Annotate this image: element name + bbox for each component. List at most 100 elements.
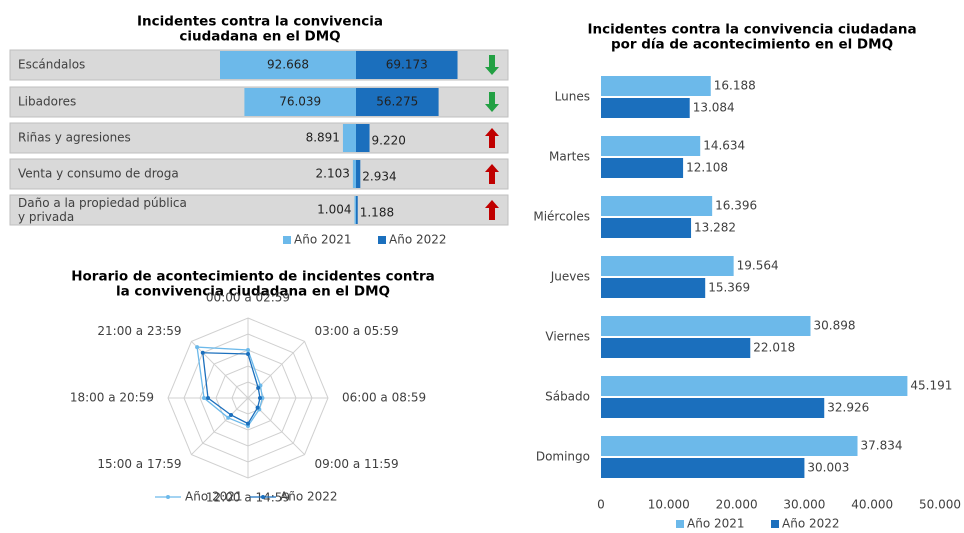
category-label: Martes xyxy=(549,150,590,164)
legend-label: Año 2022 xyxy=(782,517,840,531)
axis-label: 03:00 a 05:59 xyxy=(314,324,398,338)
x-tick-label: 20.000 xyxy=(716,498,758,512)
bar xyxy=(601,278,706,298)
legend-label: Año 2021 xyxy=(687,517,745,531)
axis-label: 18:00 a 20:59 xyxy=(70,391,154,405)
axis-label: 15:00 a 17:59 xyxy=(97,457,181,471)
chart-title: Horario de acontecimiento de incidentes … xyxy=(71,269,435,300)
category-label: Escándalos xyxy=(18,58,85,72)
value-label: 14.634 xyxy=(703,139,745,153)
value-label: 22.018 xyxy=(753,341,795,355)
radar-point xyxy=(256,385,261,390)
chart-title: Incidentes contra la convivencia ciudada… xyxy=(587,22,916,53)
value-label: 56.275 xyxy=(376,95,418,109)
value-label: 37.834 xyxy=(861,439,903,453)
category-label: Jueves xyxy=(550,270,590,284)
x-tick-label: 10.000 xyxy=(648,498,690,512)
value-label: 9.220 xyxy=(372,134,406,148)
x-tick-label: 0 xyxy=(597,498,605,512)
value-label: 92.668 xyxy=(267,58,309,72)
x-tick-label: 40.000 xyxy=(851,498,893,512)
radar-point xyxy=(246,421,250,426)
bar xyxy=(601,436,858,456)
row-box xyxy=(9,158,509,190)
category-label: Lunes xyxy=(555,90,590,104)
axis-label: 06:00 a 08:59 xyxy=(342,391,426,405)
radar-point xyxy=(258,396,262,400)
legend-swatch xyxy=(283,236,291,244)
value-label: 16.188 xyxy=(714,79,756,93)
category-label: Libadores xyxy=(18,95,76,109)
legend-marker xyxy=(261,495,265,499)
value-label: 1.188 xyxy=(360,206,394,220)
bar xyxy=(356,160,361,188)
radar-point xyxy=(195,345,200,350)
bar xyxy=(601,376,908,396)
row-box xyxy=(9,194,509,226)
legend-swatch xyxy=(771,520,779,528)
category-label: Viernes xyxy=(545,330,590,344)
value-label: 8.891 xyxy=(306,131,340,145)
value-label: 1.004 xyxy=(317,203,351,217)
bar xyxy=(601,136,701,156)
value-label: 69.173 xyxy=(386,58,428,72)
row-box xyxy=(9,122,509,154)
radar-point xyxy=(229,412,234,417)
bar xyxy=(601,398,825,418)
value-label: 2.934 xyxy=(362,170,396,184)
legend-label: Año 2022 xyxy=(280,490,338,504)
value-label: 12.108 xyxy=(686,161,728,175)
chart-title: Incidentes contra la convivencia ciudadan… xyxy=(137,14,383,45)
radar-point xyxy=(200,350,205,355)
radar-point xyxy=(226,415,231,420)
bar xyxy=(601,158,684,178)
trend-arrow xyxy=(485,92,499,112)
bar xyxy=(356,196,358,224)
radar-point xyxy=(246,352,250,356)
legend-swatch xyxy=(676,520,684,528)
category-label: Riñas y agresiones xyxy=(18,131,131,145)
bar xyxy=(601,196,713,216)
bar xyxy=(601,316,811,336)
category-label: Sábado xyxy=(545,390,590,404)
category-label: Miércoles xyxy=(533,210,590,224)
bar xyxy=(601,256,734,276)
axis-label: 09:00 a 11:59 xyxy=(314,457,398,471)
value-label: 19.564 xyxy=(737,259,779,273)
bar xyxy=(354,196,356,224)
legend-label: Año 2021 xyxy=(294,233,352,247)
legend-marker xyxy=(166,495,170,499)
bar xyxy=(356,88,439,116)
value-label: 32.926 xyxy=(827,401,869,415)
bar xyxy=(244,88,356,116)
trend-arrow xyxy=(485,200,499,220)
radar-spoke xyxy=(191,341,249,399)
radar-spoke xyxy=(191,397,249,455)
bar xyxy=(352,160,356,188)
trend-arrow xyxy=(485,55,499,75)
legend-label: Año 2022 xyxy=(389,233,447,247)
value-label: 13.084 xyxy=(693,101,735,115)
bar xyxy=(601,76,711,96)
bar xyxy=(342,124,356,152)
legend-swatch xyxy=(378,236,386,244)
value-label: 30.003 xyxy=(807,461,849,475)
category-label: Daño a la propiedad pública y privada xyxy=(18,196,187,224)
axis-label: 21:00 a 23:59 xyxy=(97,324,181,338)
bar xyxy=(601,218,692,238)
value-label: 13.282 xyxy=(694,221,736,235)
x-tick-label: 30.000 xyxy=(783,498,825,512)
bar xyxy=(601,338,751,358)
radar-point xyxy=(255,405,260,410)
x-tick-label: 50.000 xyxy=(919,498,961,512)
bar xyxy=(601,458,805,478)
value-label: 2.103 xyxy=(316,167,350,181)
bar xyxy=(356,51,458,79)
axis-label: 12:00 a 14:59 xyxy=(206,491,290,505)
value-label: 15.369 xyxy=(708,281,750,295)
value-label: 45.191 xyxy=(910,379,952,393)
axis-label: 00:00 a 02:59 xyxy=(206,291,290,305)
category-label: Domingo xyxy=(536,450,590,464)
radar-point xyxy=(202,396,206,400)
